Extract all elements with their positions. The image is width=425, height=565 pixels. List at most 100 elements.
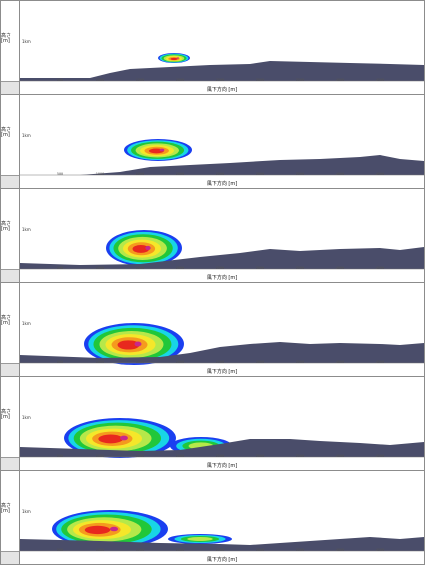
x-tick-label: 2500 (215, 360, 225, 364)
y-axis-gutter: 高さ [m] (1, 377, 20, 470)
x-tick-label: 500 (56, 78, 64, 82)
x-tick-label: 500 (56, 454, 64, 458)
y-scale-label: 1km (22, 227, 31, 232)
x-axis-title: 風下方向 [m] (206, 275, 238, 281)
plume-core (109, 526, 119, 532)
x-tick-label: 2500 (215, 454, 225, 458)
x-tick-label: 1000 (95, 266, 105, 270)
y-axis-gutter: 高さ [m] (1, 283, 20, 376)
x-tick-label: 2500 (215, 548, 225, 552)
y-axis-gutter: 高さ [m] (1, 189, 20, 282)
x-tick-label: 500 (56, 266, 64, 270)
plot-area: 500 1000 1500 2000 2500 3000 3500 4000 4500 風下方向 … (20, 189, 424, 282)
plume-band (117, 340, 140, 350)
y-axis-label: 高さ [m] (1, 409, 12, 420)
plume-panel-5: 高さ [m] 1km 500 1000 1500 2000 2500 3000 3500 4000… (1, 377, 424, 471)
y-scale-label: 1km (22, 39, 31, 44)
x-tick-label: 4500 (375, 266, 385, 270)
x-tick-label: 4500 (375, 454, 385, 458)
x-tick-label: 1000 (95, 548, 105, 552)
x-tick-label: 4000 (335, 78, 345, 82)
plume-core (145, 245, 151, 251)
plume-band (98, 434, 123, 444)
plume-cloud (124, 139, 192, 161)
x-tick-label: 2000 (175, 548, 185, 552)
corner-box (1, 551, 19, 564)
x-tick-label: 3000 (255, 548, 265, 552)
plume-band (132, 244, 150, 253)
plume-cloud (106, 230, 182, 266)
x-tick-label: 3000 (255, 172, 265, 176)
x-tick-label: 3500 (295, 172, 305, 176)
x-tick-label: 2000 (175, 360, 185, 364)
plume-svg (20, 139, 424, 176)
x-tick-label: 2000 (175, 78, 185, 82)
y-axis-gutter: 高さ [m] (1, 471, 20, 564)
x-tick-label: 1500 (135, 360, 145, 364)
plume-core (120, 435, 128, 441)
y-axis-label: 高さ [m] (1, 221, 12, 232)
plot-area: 500 1000 1500 2000 2500 3000 3500 4000 4500 風下方向 … (20, 95, 424, 188)
x-tick-label: 4500 (375, 172, 385, 176)
x-tick-label: 2500 (215, 172, 225, 176)
x-axis-title: 風下方向 [m] (206, 181, 238, 187)
x-tick-label: 1000 (95, 360, 105, 364)
plot-area: 500 1000 1500 2000 2500 3000 3500 4000 4500 風下方向 … (20, 471, 424, 564)
x-tick-label: 2500 (215, 266, 225, 270)
x-tick-label: 1000 (95, 78, 105, 82)
plume-band (84, 525, 111, 535)
x-tick-label: 3500 (295, 360, 305, 364)
plume-panel-6: 高さ [m] 1km 500 1000 1500 2000 2500 3000 3500 4000… (1, 471, 424, 565)
x-tick-label: 1500 (135, 172, 145, 176)
x-tick-label: 1500 (135, 454, 145, 458)
x-tick-label: 500 (56, 360, 64, 364)
terrain (20, 247, 424, 269)
x-axis-title: 風下方向 [m] (206, 87, 238, 93)
plume-band (170, 57, 178, 61)
x-tick-label: 3000 (255, 454, 265, 458)
x-tick-label: 500 (56, 172, 64, 176)
y-scale-label: 1km (22, 321, 31, 326)
x-tick-label: 4000 (335, 454, 345, 458)
plot-area: 500 1000 1500 2000 2500 3000 3500 4000 4500 風下方向 … (20, 283, 424, 376)
x-tick-label: 4000 (335, 360, 345, 364)
plume-svg (20, 510, 424, 552)
plume-panel-1: 高さ [m] 1km 500 1000 1500 2000 2500 3000 3500 4000… (1, 1, 424, 95)
x-tick-label: 3000 (255, 78, 265, 82)
plume-svg (20, 230, 424, 270)
x-tick-label: 4500 (375, 548, 385, 552)
y-axis-label: 高さ [m] (1, 503, 12, 514)
corner-box (1, 175, 19, 188)
plot-area: 500 1000 1500 2000 2500 3000 3500 4000 4500 風下方向 … (20, 1, 424, 94)
x-tick-label: 3500 (295, 548, 305, 552)
y-scale-label: 1km (22, 415, 31, 420)
x-tick-label: 4500 (375, 360, 385, 364)
plume-panel-2: 高さ [m] 1km 500 1000 1500 2000 2500 3000 3500 4000… (1, 95, 424, 189)
y-axis-label: 高さ [m] (1, 127, 12, 138)
x-tick-label: 4000 (335, 266, 345, 270)
x-tick-label: 1000 (95, 454, 105, 458)
x-tick-label: 3000 (255, 360, 265, 364)
terrain (20, 537, 424, 551)
x-tick-label: 4500 (375, 78, 385, 82)
plume-core (134, 341, 142, 347)
corner-box (1, 81, 19, 94)
x-tick-label: 2500 (215, 78, 225, 82)
plume-tail-band (187, 537, 213, 541)
x-tick-label: 1500 (135, 266, 145, 270)
y-axis-gutter: 高さ [m] (1, 95, 20, 188)
plume-svg (20, 53, 424, 82)
plot-area: 500 1000 1500 2000 2500 3000 3500 4000 4500 風下方向 … (20, 377, 424, 470)
plume-cloud (84, 323, 184, 365)
y-scale-label: 1km (22, 133, 31, 138)
corner-box (1, 269, 19, 282)
corner-box (1, 363, 19, 376)
x-tick-label: 3500 (295, 266, 305, 270)
plume-panel-4: 高さ [m] 1km 500 1000 1500 2000 2500 3000 3500 4000… (1, 283, 424, 377)
plume-svg (20, 418, 424, 458)
plume-tail (168, 534, 232, 544)
x-axis-title: 風下方向 [m] (206, 463, 238, 469)
terrain (20, 155, 424, 175)
plume-core (176, 57, 180, 59)
x-tick-label: 2000 (175, 454, 185, 458)
